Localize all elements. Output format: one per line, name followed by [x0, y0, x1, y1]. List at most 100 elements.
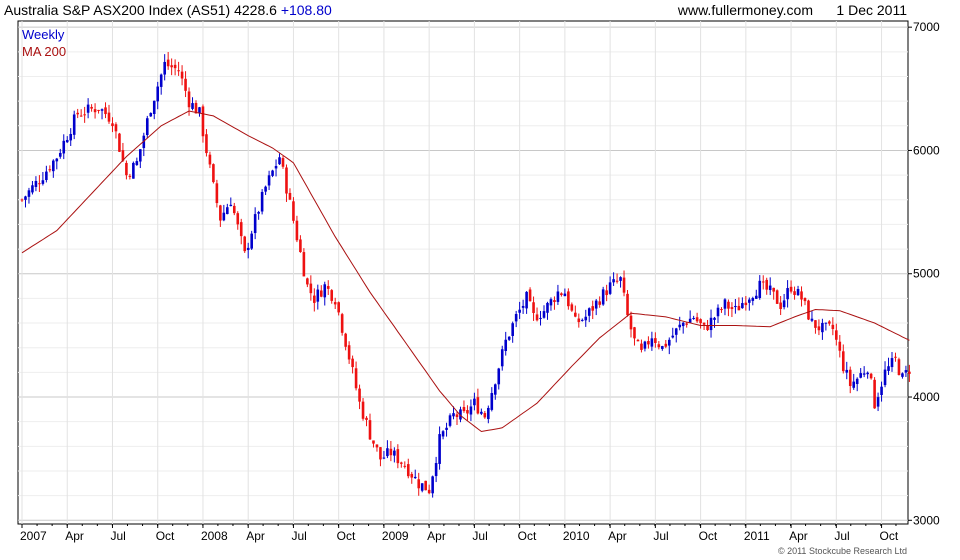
candle-body [93, 109, 97, 113]
candle-body [772, 287, 775, 292]
candle-body [184, 78, 187, 91]
candle-body [514, 313, 518, 322]
candle-body [671, 335, 675, 338]
candle-body [890, 358, 894, 368]
x-tick-label: Oct [880, 529, 899, 543]
date-label: 1 Dec 2011 [836, 2, 907, 18]
candle-body [688, 318, 692, 323]
candle-body [365, 417, 368, 420]
x-tick-label: Jul [472, 529, 487, 543]
candle-body [810, 318, 814, 321]
candle-body [313, 295, 316, 303]
candle-body [239, 222, 243, 237]
candle-body [354, 368, 358, 389]
candle-body [306, 278, 309, 285]
candle-body [83, 114, 86, 116]
candle-body [302, 252, 306, 277]
candle-body [876, 397, 880, 407]
candle-body [448, 415, 452, 426]
candle-body [640, 343, 643, 350]
candle-body [194, 102, 198, 114]
candle-body [699, 319, 702, 324]
candle-body [803, 298, 807, 302]
candle-body [793, 291, 796, 295]
candle-body [229, 204, 233, 207]
candle-body [375, 444, 379, 448]
legend-ma: MA 200 [22, 44, 66, 59]
x-tick-label: Oct [699, 529, 718, 543]
y-tick-label: 7000 [913, 20, 940, 34]
candle-body [455, 414, 459, 418]
x-tick-label: 2010 [563, 529, 590, 543]
candle-body [883, 369, 887, 386]
candle-body [219, 205, 222, 221]
candle-body [139, 149, 142, 162]
candle-body [400, 462, 403, 464]
candle-body [521, 305, 525, 308]
x-tick-label: Apr [246, 529, 265, 543]
x-tick-label: Jul [653, 529, 668, 543]
candle-body [775, 290, 779, 304]
candle-body [410, 473, 414, 478]
candle-body [79, 115, 83, 117]
candle-body [873, 379, 876, 409]
candle-body [389, 448, 393, 456]
candle-body [386, 448, 389, 457]
candle-body [493, 384, 497, 395]
candle-body [222, 212, 226, 221]
candle-body [173, 64, 177, 69]
candle-body [782, 300, 786, 308]
candle-body [368, 420, 372, 440]
candle-body [417, 479, 421, 489]
candle-body [741, 303, 744, 309]
candle-body [553, 300, 556, 303]
candle-body [406, 464, 410, 477]
x-tick-label: Apr [789, 529, 808, 543]
candle-body [191, 103, 194, 109]
candle-body [786, 288, 789, 300]
candle-body [232, 205, 236, 214]
candle-body [111, 123, 114, 127]
change-value: +108.80 [281, 2, 332, 18]
candle-body [584, 316, 588, 321]
candle-body [483, 413, 487, 418]
candle-body [612, 279, 615, 283]
candle-body [226, 207, 229, 215]
x-tick-label: Apr [427, 529, 446, 543]
candle-body [72, 114, 76, 135]
x-tick-label: 2008 [201, 529, 228, 543]
candle-body [800, 291, 803, 300]
x-tick-label: Jul [834, 529, 849, 543]
candle-body [845, 369, 849, 373]
candle-body [720, 309, 723, 311]
candle-body [170, 65, 173, 68]
candle-body [859, 373, 862, 378]
candle-body [393, 450, 396, 456]
candle-body [814, 320, 817, 328]
candle-body [351, 358, 354, 368]
candle-body [598, 301, 601, 305]
candle-body [737, 305, 741, 311]
candle-body [27, 190, 31, 197]
candle-body [542, 311, 546, 318]
candle-body [326, 286, 330, 289]
candle-body [104, 107, 107, 115]
candle-body [187, 91, 191, 108]
candle-body [908, 371, 911, 374]
candle-body [274, 165, 278, 169]
candle-body [250, 233, 253, 249]
candle-body [619, 277, 622, 281]
candle-body [145, 118, 149, 136]
candle-body [333, 302, 337, 305]
candle-body [243, 236, 247, 252]
candle-body [396, 449, 400, 464]
candle-body [459, 409, 462, 420]
candle-body [647, 341, 650, 345]
candle-body [487, 407, 490, 420]
candle-body [730, 307, 734, 309]
candle-body [532, 302, 535, 314]
candle-body [904, 370, 908, 373]
candle-body [466, 410, 469, 414]
candle-body [100, 109, 104, 111]
candle-body [90, 106, 93, 109]
